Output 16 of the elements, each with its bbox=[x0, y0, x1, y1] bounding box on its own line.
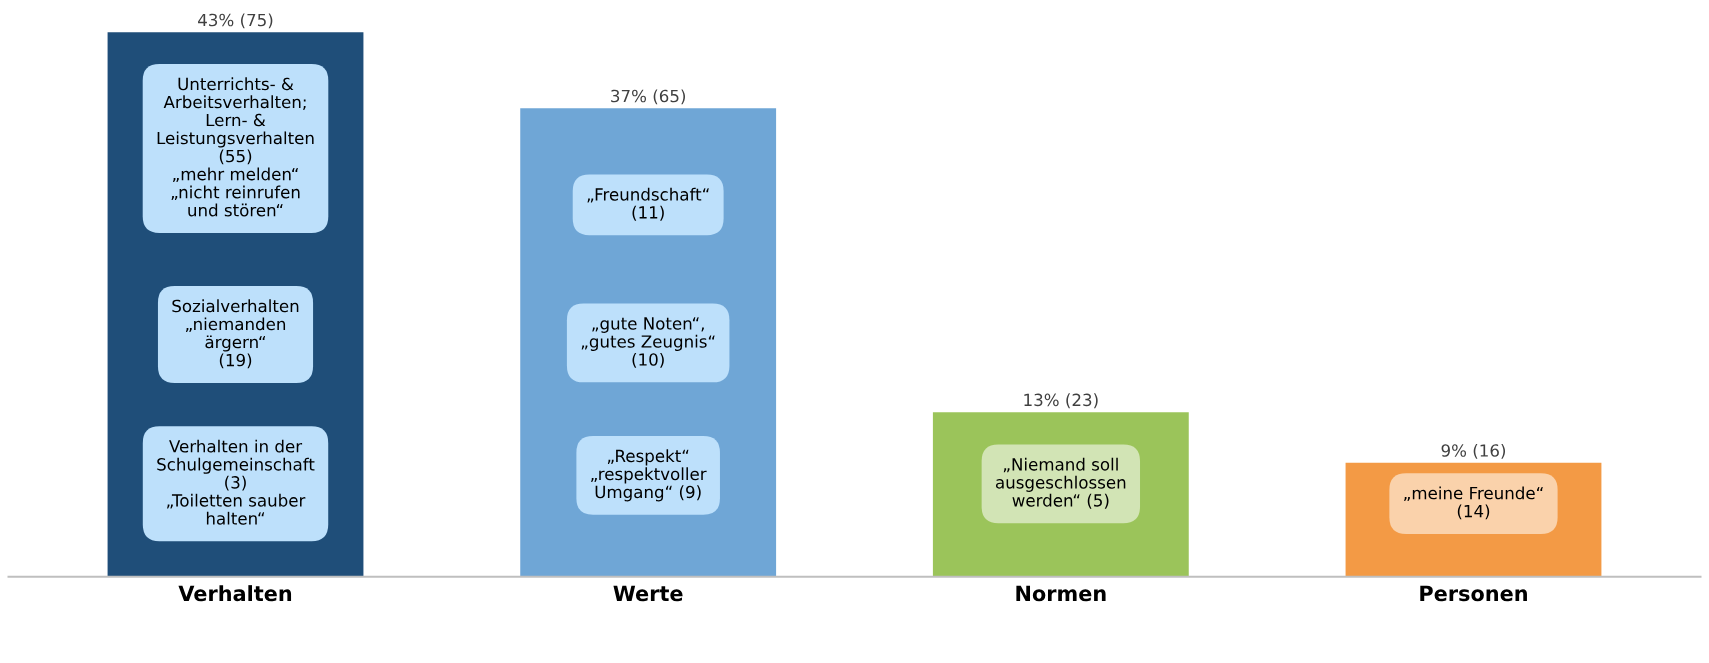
annotation: Sozialverhalten „niemanden ärgern“ (19) bbox=[172, 299, 299, 369]
data-label: 13% (23) bbox=[1024, 393, 1098, 409]
data-label: 37% (65) bbox=[611, 89, 686, 105]
annotation: „Respekt“ „respektvoller Umgang“ (9) bbox=[591, 449, 707, 502]
annotation: „gute Noten“, „gutes Zeugnis“ (10) bbox=[581, 317, 715, 368]
data-label: 9% (16) bbox=[1441, 443, 1506, 459]
x-tick-label: Werte bbox=[613, 585, 683, 602]
x-tick-label: Personen bbox=[1420, 585, 1527, 602]
annotation: Unterrichts- & Arbeitsverhalten; Lern- & Leistungsverhalten (55) „mehr melden“ „nicht reinrufen und stören“ bbox=[157, 77, 314, 217]
x-tick-label: Verhalten bbox=[178, 585, 292, 602]
annotation: „Niemand soll ausgeschlossen werden“ (5) bbox=[995, 457, 1126, 509]
annotation: Verhalten in der Schulgemeinschaft (3) „Toiletten sauber halten“ bbox=[157, 439, 315, 525]
annotation: „Freundschaft“ (11) bbox=[587, 187, 709, 221]
x-tick-label: Normen bbox=[1016, 585, 1106, 602]
data-label: 43% (75) bbox=[198, 13, 273, 29]
annotation: „meine Freunde“ (14) bbox=[1404, 486, 1543, 520]
